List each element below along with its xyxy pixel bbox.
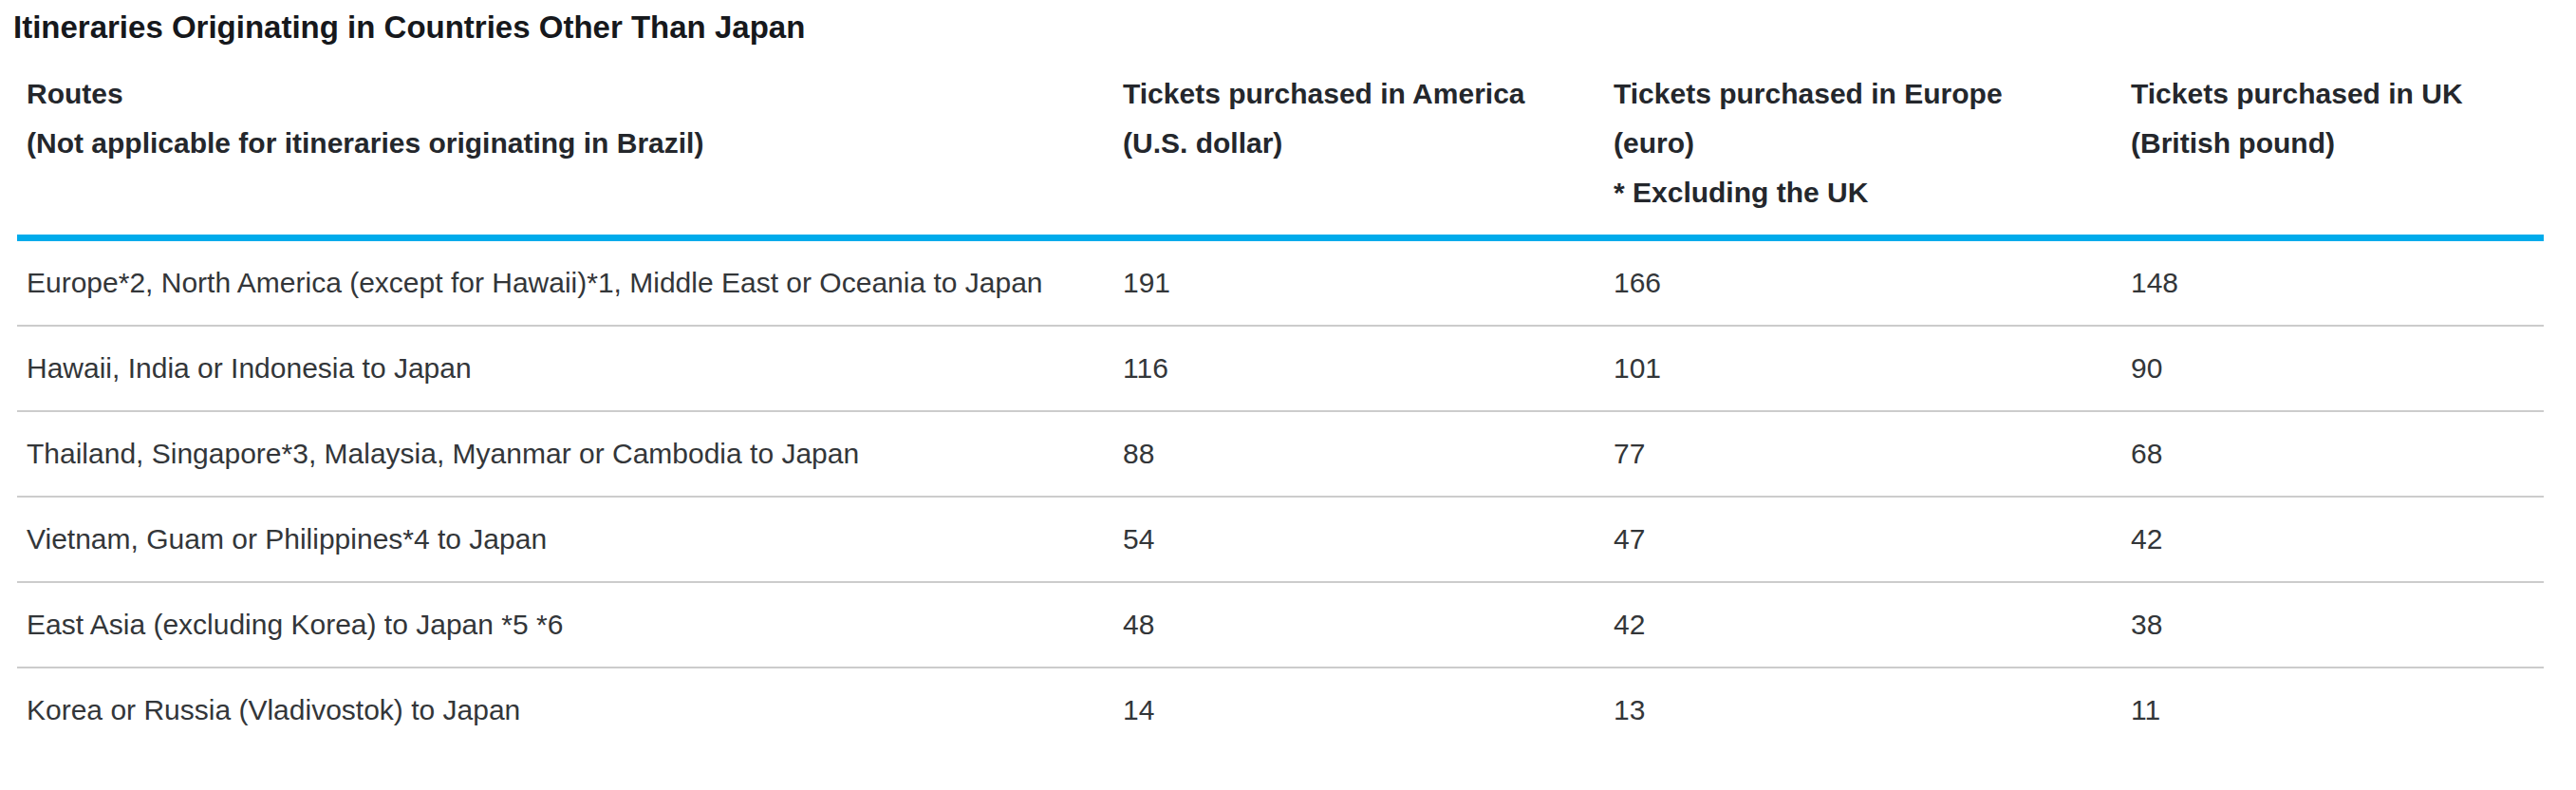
table-row: Hawaii, India or Indonesia to Japan 116 …	[17, 326, 2544, 411]
fuel-surcharge-table: Routes (Not applicable for itineraries o…	[17, 60, 2544, 752]
cell-gbp: 90	[2121, 326, 2544, 411]
table-body: Europe*2, North America (except for Hawa…	[17, 238, 2544, 753]
cell-euro: 77	[1604, 411, 2121, 497]
table-row: East Asia (excluding Korea) to Japan *5 …	[17, 582, 2544, 668]
column-header-line: (Not applicable for itineraries originat…	[27, 119, 1091, 168]
cell-usd: 54	[1113, 497, 1604, 582]
cell-route: Thailand, Singapore*3, Malaysia, Myanmar…	[17, 411, 1113, 497]
cell-gbp: 148	[2121, 238, 2544, 327]
cell-euro: 101	[1604, 326, 2121, 411]
column-header-line: (U.S. dollar)	[1123, 119, 1581, 168]
column-header-tickets-america: Tickets purchased in America (U.S. dolla…	[1113, 60, 1604, 238]
cell-route: Vietnam, Guam or Philippines*4 to Japan	[17, 497, 1113, 582]
header-row: Routes (Not applicable for itineraries o…	[17, 60, 2544, 238]
column-header-tickets-europe: Tickets purchased in Europe (euro) * Exc…	[1604, 60, 2121, 238]
column-header-line: Routes	[27, 69, 1091, 119]
column-header-routes: Routes (Not applicable for itineraries o…	[17, 60, 1113, 238]
cell-euro: 42	[1604, 582, 2121, 668]
page: Itineraries Originating in Countries Oth…	[0, 0, 2576, 752]
table-row: Korea or Russia (Vladivostok) to Japan 1…	[17, 668, 2544, 752]
cell-gbp: 42	[2121, 497, 2544, 582]
page-title: Itineraries Originating in Countries Oth…	[13, 8, 2576, 47]
column-header-line: Tickets purchased in America	[1123, 69, 1581, 119]
cell-euro: 13	[1604, 668, 2121, 752]
column-header-line: Tickets purchased in UK	[2131, 69, 2521, 119]
cell-usd: 14	[1113, 668, 1604, 752]
cell-gbp: 38	[2121, 582, 2544, 668]
cell-route: East Asia (excluding Korea) to Japan *5 …	[17, 582, 1113, 668]
table-row: Thailand, Singapore*3, Malaysia, Myanmar…	[17, 411, 2544, 497]
column-header-line: (British pound)	[2131, 119, 2521, 168]
cell-usd: 48	[1113, 582, 1604, 668]
cell-route: Europe*2, North America (except for Hawa…	[17, 238, 1113, 327]
cell-gbp: 68	[2121, 411, 2544, 497]
column-header-line: Tickets purchased in Europe	[1614, 69, 2099, 119]
cell-euro: 47	[1604, 497, 2121, 582]
column-header-tickets-uk: Tickets purchased in UK (British pound)	[2121, 60, 2544, 238]
table-row: Europe*2, North America (except for Hawa…	[17, 238, 2544, 327]
cell-euro: 166	[1604, 238, 2121, 327]
cell-route: Hawaii, India or Indonesia to Japan	[17, 326, 1113, 411]
table-header: Routes (Not applicable for itineraries o…	[17, 60, 2544, 238]
column-header-line: * Excluding the UK	[1614, 168, 2099, 217]
table-row: Vietnam, Guam or Philippines*4 to Japan …	[17, 497, 2544, 582]
cell-usd: 191	[1113, 238, 1604, 327]
cell-usd: 88	[1113, 411, 1604, 497]
cell-route: Korea or Russia (Vladivostok) to Japan	[17, 668, 1113, 752]
column-header-line: (euro)	[1614, 119, 2099, 168]
cell-gbp: 11	[2121, 668, 2544, 752]
cell-usd: 116	[1113, 326, 1604, 411]
